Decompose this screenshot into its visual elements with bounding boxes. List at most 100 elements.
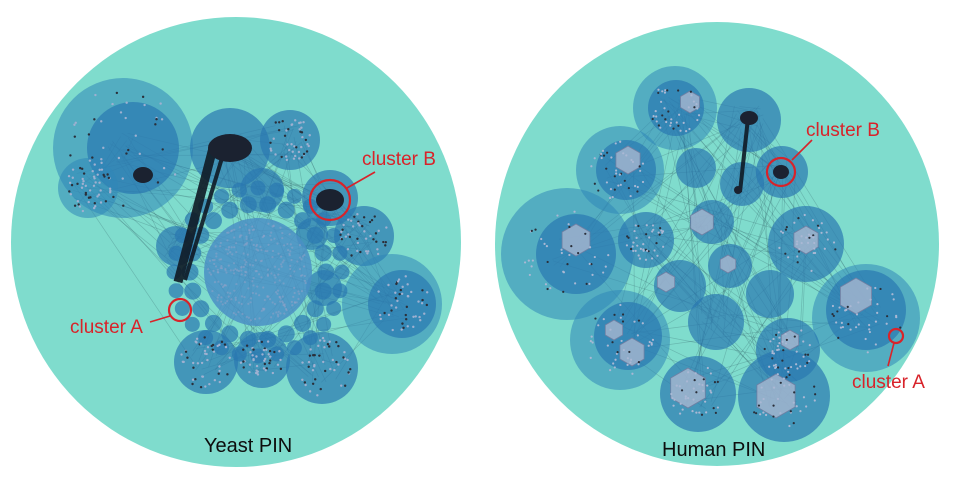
- node-dot: [220, 283, 223, 286]
- node-dot: [650, 257, 654, 260]
- node-dot: [217, 293, 220, 297]
- node-dot: [615, 352, 618, 355]
- node-dot: [252, 357, 255, 361]
- node-dot: [680, 389, 684, 392]
- node-dot: [260, 340, 264, 344]
- node-dot: [866, 287, 869, 290]
- hexagon-node-group: [670, 367, 706, 409]
- node-dot: [225, 248, 228, 251]
- node-dot: [679, 129, 682, 132]
- node-dot: [71, 168, 75, 171]
- node-dot: [215, 252, 218, 255]
- node-dot: [629, 194, 632, 198]
- node-dot: [813, 247, 816, 250]
- node-dot: [273, 302, 277, 306]
- node-dot: [562, 290, 565, 293]
- node-dot: [302, 121, 305, 124]
- node-dot: [632, 241, 635, 244]
- node-dot: [100, 158, 103, 161]
- node-dot: [663, 91, 667, 94]
- node-dot: [800, 235, 803, 238]
- node-dot: [286, 242, 289, 246]
- node-dot: [687, 397, 690, 400]
- node-dot: [854, 326, 858, 329]
- node-dot: [286, 249, 290, 252]
- node-dot: [256, 285, 259, 288]
- hexagon-node-group: [656, 271, 676, 293]
- node-dot: [260, 248, 263, 252]
- node-dot: [204, 385, 207, 388]
- node-dot: [84, 184, 88, 188]
- node-dot: [412, 325, 415, 329]
- node-dot: [776, 348, 779, 352]
- node-dot: [69, 192, 73, 196]
- node-dot: [266, 274, 270, 277]
- node-dot: [227, 248, 230, 251]
- node-dot: [342, 223, 345, 227]
- node-dot: [94, 93, 97, 97]
- node-dot: [206, 358, 209, 362]
- node-dot: [227, 246, 231, 249]
- node-dot: [784, 332, 787, 336]
- human-cluster-b-label: cluster B: [806, 120, 880, 141]
- human-cluster-b-highlight: [765, 156, 797, 188]
- node-dot: [597, 324, 600, 327]
- node-dot: [655, 115, 658, 118]
- node-dot: [347, 371, 350, 374]
- node-dot: [636, 190, 639, 193]
- node-dot: [273, 281, 277, 284]
- node-dot: [814, 393, 817, 396]
- node-dot: [530, 265, 533, 268]
- node-dot: [243, 259, 246, 262]
- node-dot: [802, 355, 805, 358]
- node-dot: [665, 120, 668, 124]
- node-dot: [670, 392, 673, 396]
- node-dot: [282, 259, 285, 262]
- node-dot: [92, 175, 96, 178]
- node-dot: [233, 236, 236, 239]
- node-dot: [404, 313, 407, 317]
- node-dot: [802, 396, 806, 399]
- node-dot: [836, 310, 839, 313]
- node-dot: [781, 340, 784, 343]
- node-dot: [161, 148, 164, 151]
- node-dot: [625, 244, 629, 247]
- node-dot: [335, 360, 338, 364]
- node-dot: [384, 244, 387, 247]
- node-dot: [808, 360, 811, 363]
- node-dot: [81, 182, 85, 186]
- node-dot: [340, 384, 343, 387]
- node-dot: [374, 232, 378, 235]
- node-dot: [246, 253, 249, 256]
- hexagon-node-group: [719, 254, 737, 274]
- node-dot: [213, 281, 217, 284]
- node-dot: [387, 283, 390, 287]
- node-dot: [673, 398, 676, 401]
- node-dot: [601, 149, 605, 152]
- node-dot: [695, 411, 698, 414]
- node-dot: [99, 201, 103, 204]
- node-dot: [258, 294, 261, 297]
- node-dot: [237, 269, 240, 273]
- node-dot: [805, 236, 808, 239]
- node-dot: [294, 119, 297, 122]
- node-dot: [812, 251, 815, 255]
- node-dot: [709, 372, 712, 375]
- node-dot: [263, 362, 267, 366]
- node-dot: [772, 404, 775, 407]
- node-dot: [249, 350, 252, 354]
- node-dot: [394, 291, 397, 294]
- node-dot: [611, 341, 614, 344]
- node-dot: [701, 383, 704, 387]
- node-dot: [803, 213, 806, 217]
- node-dot: [182, 360, 185, 364]
- node-dot: [528, 273, 531, 277]
- node-dot: [199, 385, 203, 389]
- node-dot: [261, 235, 264, 239]
- node-dot: [693, 106, 696, 109]
- node-dot: [620, 339, 623, 343]
- node-dot: [219, 241, 222, 245]
- node-dot: [666, 89, 669, 92]
- node-dot: [237, 310, 240, 314]
- node-dot: [661, 114, 664, 117]
